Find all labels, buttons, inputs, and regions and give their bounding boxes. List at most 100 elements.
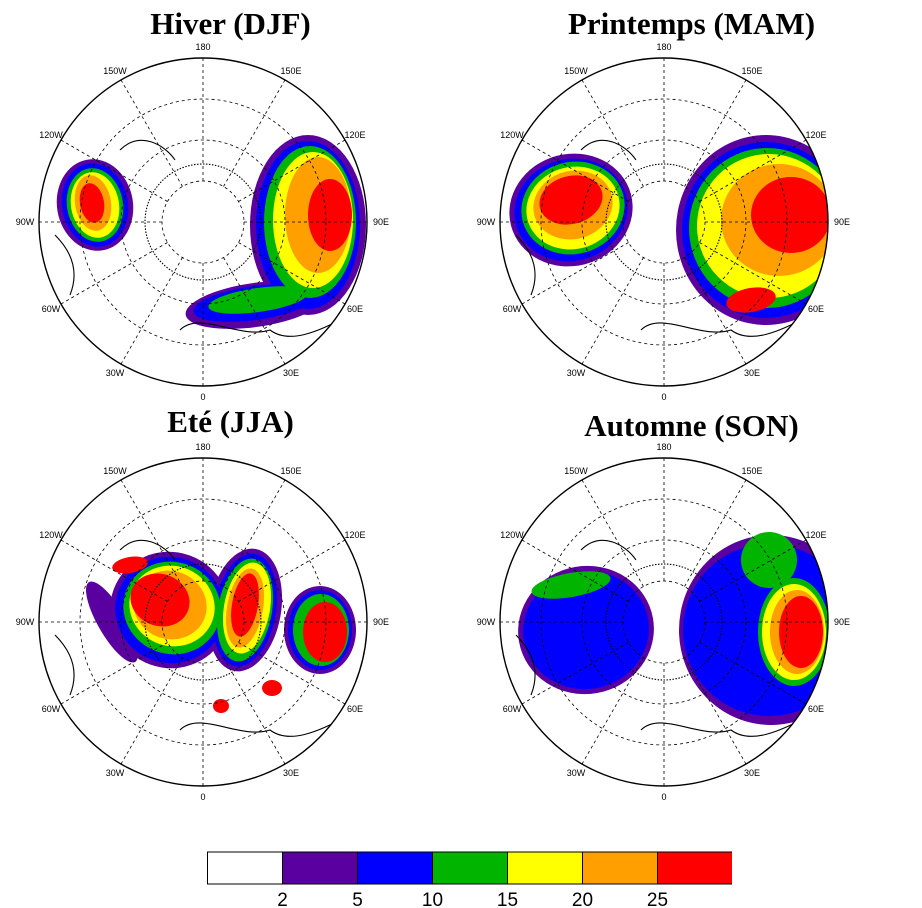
longitude-label: 180 bbox=[656, 42, 671, 52]
snow-depth-field bbox=[86, 548, 356, 713]
arctic-coastline bbox=[144, 563, 262, 681]
meridian-line bbox=[120, 257, 183, 365]
longitude-label: 90E bbox=[373, 617, 389, 627]
longitude-label: 120W bbox=[500, 130, 524, 140]
meridian-line bbox=[581, 257, 644, 365]
meridian-line bbox=[699, 139, 807, 202]
meridian-line bbox=[238, 139, 346, 202]
longitude-label: 30W bbox=[567, 368, 586, 378]
snow-contour-level-25-plus bbox=[130, 573, 190, 627]
coastlines bbox=[515, 139, 802, 337]
snow-contour-level-25-plus bbox=[308, 179, 352, 251]
parallel-line bbox=[540, 498, 788, 746]
longitude-label: 120W bbox=[39, 130, 63, 140]
colorbar-tick-label: 20 bbox=[572, 890, 593, 908]
longitude-label: 150W bbox=[103, 466, 127, 476]
snow-contour-level-25-plus bbox=[79, 183, 105, 223]
longitude-label: 90W bbox=[477, 217, 496, 227]
longitude-label: 0 bbox=[200, 792, 205, 800]
colorbar-tick-label: 15 bbox=[497, 890, 518, 908]
longitude-label: 0 bbox=[200, 392, 205, 400]
snow-contour-level-25-plus bbox=[751, 177, 828, 253]
longitude-label: 90W bbox=[16, 617, 35, 627]
longitude-label: 30E bbox=[283, 768, 299, 778]
meridian-line bbox=[581, 79, 644, 187]
panel-title: Hiver (DJF) bbox=[150, 6, 311, 41]
meridian-line bbox=[223, 657, 286, 765]
longitude-label: 120E bbox=[806, 530, 827, 540]
meridian-line bbox=[238, 242, 346, 305]
longitude-label: 0 bbox=[661, 392, 666, 400]
panel-printemps: Printemps (MAM) 180 150E 120E 90E 60E 30E 0 30W… bbox=[461, 0, 922, 402]
coastlines bbox=[515, 539, 802, 737]
longitude-label: 120E bbox=[806, 130, 827, 140]
polar-map-hiver: 180 150E 120E 90E 60E 30E 0 30W 60W 90W 120W 150W bbox=[16, 42, 389, 402]
longitude-label: 150E bbox=[741, 66, 762, 76]
colorbar-box bbox=[657, 851, 732, 885]
longitude-label: 150W bbox=[564, 466, 588, 476]
panel-title: Automne (SON) bbox=[584, 408, 799, 443]
parallel-line bbox=[120, 539, 286, 705]
longitude-label: 30E bbox=[744, 368, 760, 378]
snow-contour-level-25-plus bbox=[726, 287, 776, 313]
longitude-label: 0 bbox=[661, 792, 666, 800]
snow-contour-level-25-plus bbox=[231, 573, 259, 637]
graticule bbox=[39, 58, 367, 386]
parallel-line bbox=[581, 539, 747, 705]
colorbar: 2 5 10 15 20 25 bbox=[207, 851, 732, 908]
longitude-label: 60E bbox=[808, 304, 824, 314]
meridian-line bbox=[223, 79, 286, 187]
longitude-label: 120E bbox=[345, 130, 366, 140]
meridian-line bbox=[684, 79, 747, 187]
panel-automne: Automne (SON) 180 150E 120E 90E 60E 30E 0 30W 60… bbox=[461, 400, 922, 802]
colorbar-tick-label: 25 bbox=[647, 890, 668, 908]
colorbar-box bbox=[357, 851, 433, 885]
longitude-label: 30E bbox=[283, 368, 299, 378]
longitude-label: 180 bbox=[195, 42, 210, 52]
map-border bbox=[499, 57, 829, 387]
snow-depth-field bbox=[518, 532, 828, 725]
graticule bbox=[39, 458, 367, 786]
meridian-line bbox=[581, 479, 644, 587]
meridian-line bbox=[699, 539, 807, 602]
arctic-coastline bbox=[144, 163, 262, 281]
snow-contour-level-10-15 bbox=[208, 286, 308, 314]
longitude-label: 150E bbox=[741, 466, 762, 476]
meridian-line bbox=[223, 479, 286, 587]
meridian-line bbox=[684, 657, 747, 765]
panel-hiver: Hiver (DJF) 180 150E 120E 90E 60E 30E 0 30W 60W 9… bbox=[0, 0, 461, 402]
panel-title: Eté (JJA) bbox=[167, 404, 294, 439]
colorbar-box bbox=[282, 851, 358, 885]
meridian-line bbox=[60, 242, 168, 305]
meridian-line bbox=[120, 79, 183, 187]
polar-map-printemps: 180 150E 120E 90E 60E 30E 0 30W 60W 90W 120W 150W bbox=[477, 42, 850, 402]
snow-contour-level-10-15 bbox=[531, 571, 611, 599]
longitude-label: 150E bbox=[280, 466, 301, 476]
longitude-label: 180 bbox=[656, 442, 671, 452]
meridian-line bbox=[521, 642, 629, 705]
snow-contour-level-25-plus bbox=[303, 602, 347, 662]
continent-outline bbox=[515, 139, 802, 337]
graticule bbox=[500, 458, 828, 786]
coastlines bbox=[54, 539, 341, 737]
panel-ete: Eté (JJA) 180 150E 120E 90E 60E 30E 0 30W 60W 90W… bbox=[0, 400, 461, 802]
arctic-coastline bbox=[605, 563, 723, 681]
coastlines bbox=[54, 139, 341, 337]
colorbar-tick-label: 5 bbox=[352, 890, 363, 908]
colorbar-box bbox=[207, 851, 283, 885]
map-border bbox=[38, 57, 368, 387]
graticule bbox=[500, 58, 828, 386]
polar-map-automne: 180 150E 120E 90E 60E 30E 0 30W 60W 90W 120W 150W bbox=[477, 442, 850, 802]
longitude-label: 90E bbox=[834, 217, 850, 227]
longitude-label: 90E bbox=[373, 217, 389, 227]
meridian-line bbox=[60, 139, 168, 202]
colorbar-box bbox=[432, 851, 508, 885]
longitude-label: 60E bbox=[808, 704, 824, 714]
parallel-line bbox=[540, 98, 788, 346]
longitude-label: 60W bbox=[503, 704, 522, 714]
parallel-line bbox=[581, 139, 747, 305]
parallel-line bbox=[79, 498, 327, 746]
snow-contour-level-5-10 bbox=[523, 570, 649, 690]
longitude-label: 30W bbox=[106, 768, 125, 778]
snow-contour-level-25-plus bbox=[262, 680, 282, 696]
